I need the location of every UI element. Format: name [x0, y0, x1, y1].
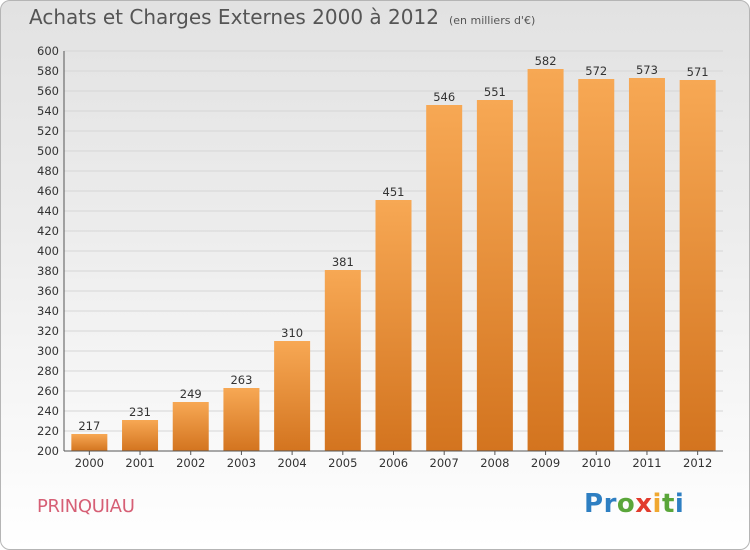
data-label: 263: [230, 373, 252, 387]
logo-letter: o: [616, 489, 636, 519]
y-tick-label: 600: [37, 44, 59, 58]
bar-2003: [223, 388, 260, 451]
x-tick-label: 2009: [531, 456, 560, 470]
x-tick-label: 2007: [430, 456, 459, 470]
x-tick-label: 2006: [379, 456, 408, 470]
y-tick-label: 200: [37, 444, 59, 458]
logo-letter: i: [674, 489, 685, 519]
bar-2008: [476, 100, 513, 451]
y-tick-label: 540: [37, 104, 59, 118]
bar-2002: [172, 402, 209, 451]
x-tick-label: 2002: [176, 456, 205, 470]
y-tick-label: 460: [37, 184, 59, 198]
y-tick-label: 560: [37, 84, 59, 98]
y-tick-label: 340: [37, 304, 59, 318]
y-tick-label: 260: [37, 384, 59, 398]
x-tick-label: 2001: [125, 456, 154, 470]
y-tick-label: 400: [37, 244, 59, 258]
y-tick-label: 240: [37, 404, 59, 418]
x-tick-label: 2000: [75, 456, 104, 470]
town-name: PRINQUIAU: [37, 496, 135, 517]
data-label: 582: [535, 54, 557, 68]
proxiti-logo: Proxiti: [584, 489, 684, 519]
y-tick-label: 580: [37, 64, 59, 78]
bar-2007: [426, 105, 463, 451]
y-tick-label: 440: [37, 204, 59, 218]
x-tick-label: 2008: [480, 456, 509, 470]
bar-2001: [122, 420, 159, 451]
data-label: 546: [433, 90, 455, 104]
logo-letter: t: [661, 489, 675, 519]
chart-subtitle: (en milliers d'€): [448, 14, 536, 27]
y-tick-label: 380: [37, 264, 59, 278]
data-label: 381: [332, 255, 354, 269]
y-tick-label: 300: [37, 344, 59, 358]
bar-2011: [628, 78, 665, 451]
logo-letter: i: [652, 489, 662, 519]
y-tick-label: 360: [37, 284, 59, 298]
y-tick-label: 480: [37, 164, 59, 178]
chart-title: Achats et Charges Externes 2000 à 2012 (e…: [29, 5, 535, 29]
logo-letter: r: [603, 489, 617, 519]
data-label: 310: [281, 326, 303, 340]
bar-2012: [679, 80, 716, 451]
bar-2009: [527, 69, 564, 451]
y-tick-label: 420: [37, 224, 59, 238]
bar-2004: [274, 341, 311, 451]
y-tick-label: 520: [37, 124, 59, 138]
chart-title-text: Achats et Charges Externes 2000 à 2012: [29, 5, 439, 29]
bar-2010: [578, 79, 615, 451]
data-label: 551: [484, 85, 506, 99]
x-tick-label: 2010: [582, 456, 611, 470]
data-label: 571: [687, 65, 709, 79]
y-tick-label: 220: [37, 424, 59, 438]
x-tick-label: 2012: [683, 456, 712, 470]
data-label: 572: [585, 64, 607, 78]
data-label: 217: [78, 419, 100, 433]
data-label: 573: [636, 63, 658, 77]
data-label: 451: [383, 185, 405, 199]
x-tick-label: 2004: [277, 456, 306, 470]
logo-letter: x: [635, 489, 653, 519]
bar-2000: [71, 434, 108, 451]
y-tick-label: 320: [37, 324, 59, 338]
x-tick-label: 2011: [632, 456, 661, 470]
logo-letter: P: [584, 489, 604, 519]
bar-2006: [375, 200, 412, 451]
y-tick-label: 500: [37, 144, 59, 158]
bar-2005: [324, 270, 361, 451]
y-tick-label: 280: [37, 364, 59, 378]
x-tick-label: 2003: [227, 456, 256, 470]
data-label: 249: [180, 387, 202, 401]
data-label: 231: [129, 405, 151, 419]
x-tick-label: 2005: [328, 456, 357, 470]
